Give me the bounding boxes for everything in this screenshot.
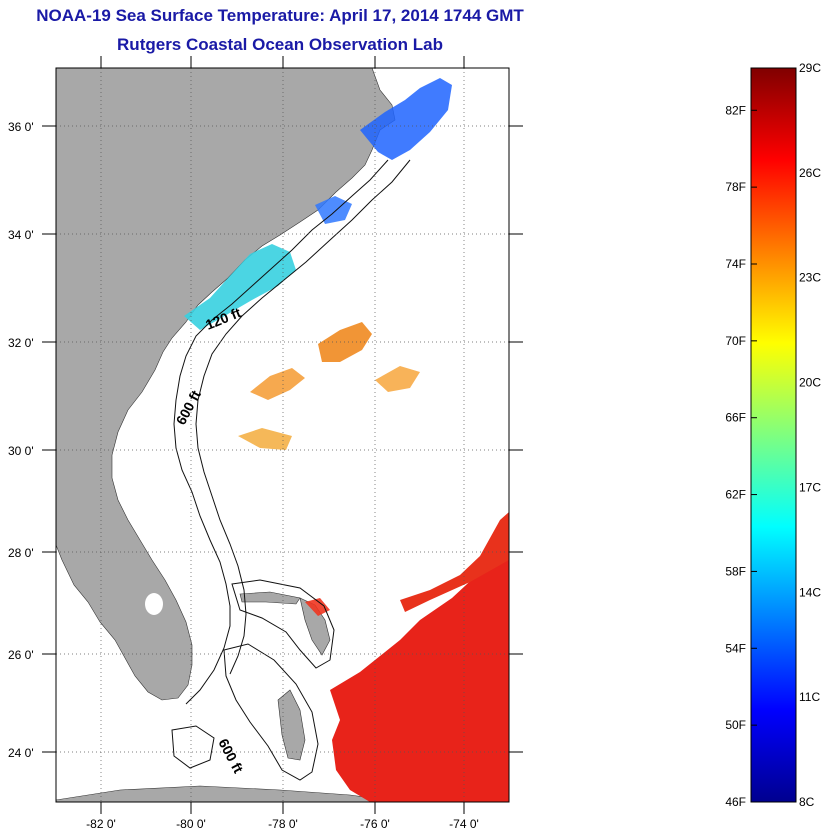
sst-patch-abaco-red [305,598,330,616]
isobath-600ft [195,159,411,675]
map-title: NOAA-19 Sea Surface Temperature: April 1… [36,6,524,25]
colorbar-label-c: 14C [799,585,821,599]
colorbar-label-c: 11C [799,690,820,704]
lon-label-74: -74 0' [449,817,479,831]
lon-label-82: -82 0' [86,817,116,831]
lat-label-32: 32 0' [8,336,34,350]
colorbar-label-f: 78F [725,180,746,194]
colorbar-label-f: 70F [725,334,746,348]
colorbar-fahrenheit-labels: 82F 78F 74F 70F 66F 62F 58F 54F 50F 46F [725,103,757,809]
colorbar-label-f: 50F [725,718,746,732]
lat-label-36: 36 0' [8,120,34,134]
colorbar-celsius-labels: 29C 26C 23C 20C 17C 14C 11C 8C [799,61,821,809]
lat-label-34: 34 0' [8,228,34,242]
lon-label-80: -80 0' [176,817,206,831]
colorbar-label-f: 58F [725,564,746,578]
sst-patch-south-carolina [184,244,296,330]
colorbar [750,67,797,803]
sst-patch-mid-south [238,428,292,450]
lon-label-78: -78 0' [268,817,298,831]
lat-label-26: 26 0' [8,648,34,662]
lat-label-28: 28 0' [8,546,34,560]
colorbar-label-c: 29C [799,61,821,75]
lake-okeechobee [145,593,163,615]
land-mass-bahamas-grand [239,591,301,605]
colorbar-label-c: 20C [799,376,821,390]
isobath-cay-sal [171,725,215,769]
lat-label-30: 30 0' [8,444,34,458]
sst-patch-mid-ocean [375,366,420,392]
sst-patch-onslow [315,196,352,224]
sst-patch-north-carolina [360,78,452,160]
colorbar-label-f: 54F [725,641,746,655]
land-mass-bahamas-andros [277,689,306,761]
colorbar-label-f: 74F [725,257,746,271]
sst-patch-gulfstream-orange-2 [250,368,305,400]
land-mass-us-southeast [56,68,396,701]
colorbar-label-c: 26C [799,166,821,180]
colorbar-label-f: 66F [725,411,746,425]
colorbar-label-f: 46F [725,795,746,809]
lon-label-76: -76 0' [360,817,390,831]
axis-ticks [42,56,523,814]
sst-patch-east-red [400,512,509,612]
lat-label-24: 24 0' [8,746,34,760]
colorbar-label-f: 62F [725,488,746,502]
land-mass-cuba [56,785,401,802]
map-subtitle: Rutgers Coastal Ocean Observation Lab [117,35,443,54]
isobath-great-bahama-bank [223,643,319,781]
colorbar-label-f: 82F [725,103,746,117]
isobath-120ft [173,159,389,705]
colorbar-label-c: 23C [799,271,821,285]
colorbar-label-c: 17C [799,480,821,494]
isobath-bahamas-bank [231,579,335,669]
sst-patch-southeast-red [330,548,509,802]
colorbar-label-c: 8C [799,795,815,809]
